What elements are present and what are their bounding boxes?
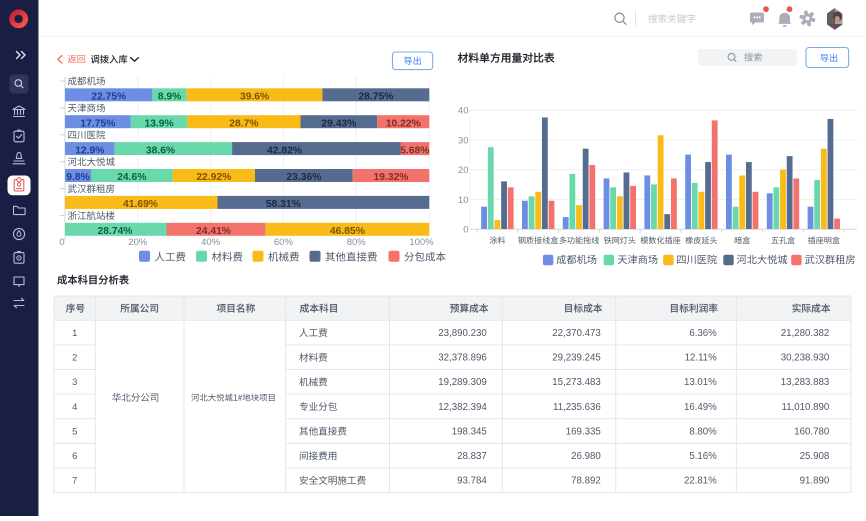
svg-text:8.9%: 8.9% xyxy=(158,92,181,103)
svg-text:13,283.883: 13,283.883 xyxy=(781,377,830,388)
svg-text:10.22%: 10.22% xyxy=(386,118,421,129)
svg-text:28.74%: 28.74% xyxy=(98,226,133,237)
svg-text:6.36%: 6.36% xyxy=(689,328,717,339)
svg-text:5.68%: 5.68% xyxy=(400,145,429,156)
svg-text:16.49%: 16.49% xyxy=(684,402,717,413)
svg-text:38.6%: 38.6% xyxy=(146,145,175,156)
svg-text:4: 4 xyxy=(72,401,77,412)
svg-text:28.837: 28.837 xyxy=(457,451,487,462)
svg-text:40: 40 xyxy=(458,106,469,117)
svg-text:21,280.382: 21,280.382 xyxy=(781,328,830,339)
svg-text:42.82%: 42.82% xyxy=(267,145,302,156)
svg-text:6: 6 xyxy=(72,450,77,461)
svg-text:19.32%: 19.32% xyxy=(374,172,409,183)
svg-text:0: 0 xyxy=(59,237,64,248)
svg-text:30,238.930: 30,238.930 xyxy=(781,353,830,364)
svg-text:169.335: 169.335 xyxy=(566,426,601,437)
svg-text:20: 20 xyxy=(458,165,469,176)
svg-text:41.69%: 41.69% xyxy=(123,199,158,210)
svg-text:15,273.483: 15,273.483 xyxy=(552,377,601,388)
svg-text:80%: 80% xyxy=(347,237,367,248)
svg-text:91.890: 91.890 xyxy=(800,476,830,487)
svg-text:26.980: 26.980 xyxy=(571,451,601,462)
svg-text:78.892: 78.892 xyxy=(571,476,601,487)
svg-text:12.11%: 12.11% xyxy=(685,353,718,364)
svg-text:100%: 100% xyxy=(409,237,434,248)
svg-text:46.85%: 46.85% xyxy=(330,226,365,237)
svg-text:20%: 20% xyxy=(128,237,148,248)
svg-text:28.7%: 28.7% xyxy=(229,118,258,129)
svg-text:25.908: 25.908 xyxy=(800,451,830,462)
svg-text:3: 3 xyxy=(72,376,77,387)
svg-text:12,382.394: 12,382.394 xyxy=(438,402,487,413)
svg-text:60%: 60% xyxy=(274,237,294,248)
svg-text:22.75%: 22.75% xyxy=(91,92,126,103)
svg-text:30: 30 xyxy=(458,136,469,147)
svg-text:17.75%: 17.75% xyxy=(80,118,115,129)
svg-text:22.81%: 22.81% xyxy=(684,476,717,487)
svg-text:24.6%: 24.6% xyxy=(117,172,146,183)
svg-text:39.6%: 39.6% xyxy=(240,92,269,103)
svg-text:24.41%: 24.41% xyxy=(196,226,231,237)
svg-text:93.784: 93.784 xyxy=(457,476,487,487)
svg-text:19,289.309: 19,289.309 xyxy=(438,377,487,388)
svg-text:13.9%: 13.9% xyxy=(144,118,173,129)
svg-text:0: 0 xyxy=(463,225,468,236)
svg-text:22.92%: 22.92% xyxy=(196,172,231,183)
svg-text:7: 7 xyxy=(72,475,77,486)
svg-text:29.43%: 29.43% xyxy=(321,118,356,129)
svg-text:12.9%: 12.9% xyxy=(75,145,104,156)
svg-text:13.01%: 13.01% xyxy=(684,377,717,388)
svg-text:2: 2 xyxy=(72,352,77,363)
svg-text:23.36%: 23.36% xyxy=(286,172,321,183)
svg-text:11,010.890: 11,010.890 xyxy=(782,402,830,413)
svg-text:22,370.473: 22,370.473 xyxy=(552,328,601,339)
svg-text:40%: 40% xyxy=(201,237,221,248)
svg-text:5: 5 xyxy=(72,425,77,436)
svg-text:1: 1 xyxy=(72,327,77,338)
svg-text:32,378.896: 32,378.896 xyxy=(438,353,487,364)
svg-text:9.8%: 9.8% xyxy=(66,172,89,183)
svg-text:198.345: 198.345 xyxy=(452,426,487,437)
svg-text:58.31%: 58.31% xyxy=(266,199,301,210)
svg-text:5.16%: 5.16% xyxy=(689,451,717,462)
svg-text:28.75%: 28.75% xyxy=(358,92,393,103)
svg-text:160.780: 160.780 xyxy=(794,426,830,437)
svg-text:11,235.636: 11,235.636 xyxy=(553,402,601,413)
svg-text:8.80%: 8.80% xyxy=(689,426,717,437)
svg-text:23,890.230: 23,890.230 xyxy=(438,328,487,339)
svg-text:29,239.245: 29,239.245 xyxy=(552,353,601,364)
svg-text:10: 10 xyxy=(458,195,469,206)
